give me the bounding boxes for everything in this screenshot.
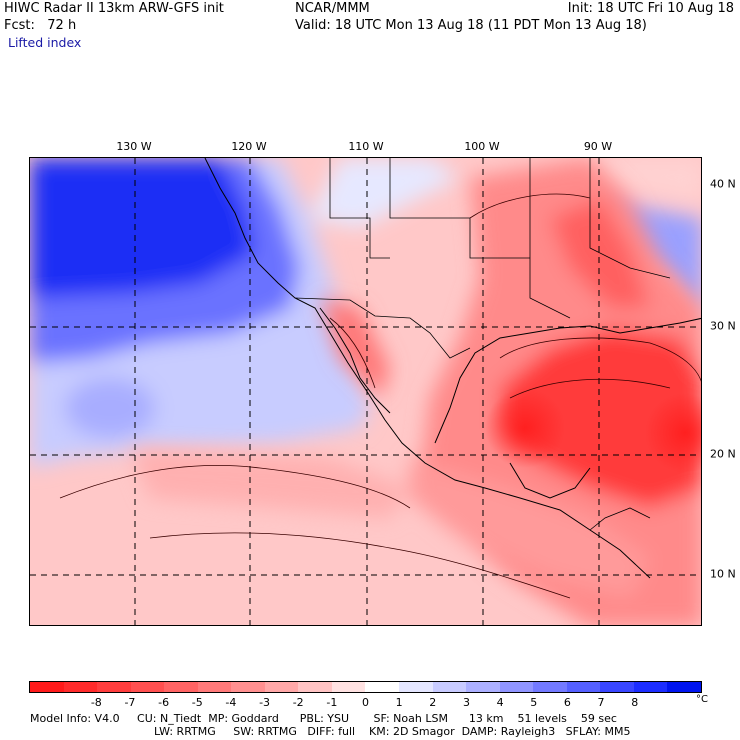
colorbar-tick-label: -4: [225, 696, 237, 709]
colorbar-tick-label: -2: [292, 696, 304, 709]
model-info-line-1: Model Info: V4.0 CU: N_Tiedt MP: Goddard…: [30, 712, 617, 725]
colorbar-cell: [633, 682, 668, 692]
latlon-grid: [30, 158, 701, 625]
colorbar-cell: [331, 682, 366, 692]
contour-lines: [59, 193, 701, 599]
model-info-line-2: LW: RRTMG SW: RRTMG DIFF: full KM: 2D Sm…: [154, 725, 631, 738]
colorbar-cell: [365, 682, 400, 692]
colorbar-cell: [231, 682, 265, 692]
colorbar-tick-label: 4: [496, 696, 504, 709]
colorbar-cell: [499, 682, 534, 692]
colorbar-cell: [164, 682, 198, 692]
colorbar-cell: [600, 682, 634, 692]
colorbar-tick-label: -1: [326, 696, 338, 709]
latitude-label-40n: 40 N: [710, 177, 736, 191]
colorbar-tick-label: 5: [530, 696, 538, 709]
colorbar-cell: [533, 682, 567, 692]
colorbar-tick-label: 8: [631, 696, 639, 709]
field-label: Lifted index: [8, 35, 82, 50]
latitude-label-30n: 30 N: [710, 319, 736, 333]
colorbar-tick-label: 7: [597, 696, 605, 709]
longitude-label-110w: 110 W: [348, 140, 384, 153]
colorbar-tick-label: -6: [158, 696, 170, 709]
colorbar-cell: [466, 682, 500, 692]
colorbar: [29, 681, 702, 693]
colorbar-cell: [667, 682, 701, 692]
colorbar-cell: [97, 682, 131, 692]
colorbar-tick-label: -3: [259, 696, 271, 709]
latitude-label-10n: 10 N: [710, 567, 736, 581]
colorbar-tick-label: 0: [362, 696, 369, 709]
colorbar-tick-label: -7: [124, 696, 136, 709]
colorbar-unit: °C: [696, 694, 708, 705]
valid-time: Valid: 18 UTC Mon 13 Aug 18 (11 PDT Mon …: [295, 18, 647, 33]
convective-maximum: [485, 388, 565, 468]
colorbar-tick-label: -8: [90, 696, 102, 709]
colorbar-cell: [63, 682, 98, 692]
colorbar-cell: [399, 682, 433, 692]
colorbar-cell: [130, 682, 165, 692]
init-time: Init: 18 UTC Fri 10 Aug 18: [567, 1, 734, 16]
colorbar-tick-label: -5: [191, 696, 203, 709]
longitude-label-130w: 130 W: [116, 140, 152, 153]
colorbar-tick-label: 2: [429, 696, 437, 709]
colorbar-tick-label: 3: [462, 696, 470, 709]
latitude-label-20n: 20 N: [710, 447, 736, 461]
lifted-index-map: [30, 158, 701, 625]
map-title: HIWC Radar II 13km ARW-GFS init: [4, 1, 224, 16]
longitude-label-100w: 100 W: [464, 140, 500, 153]
forecast-hour: Fcst: 72 h: [4, 18, 77, 33]
colorbar-cell: [566, 682, 601, 692]
colorbar-cell: [264, 682, 299, 692]
colorbar-cell: [432, 682, 467, 692]
colorbar-cell: [197, 682, 232, 692]
model-source: NCAR/MMM: [295, 1, 370, 16]
map-panel: [29, 157, 702, 626]
colorbar-cell: [30, 682, 64, 692]
political-borders: [294, 158, 671, 531]
colorbar-tick-label: 1: [395, 696, 403, 709]
coastlines: [204, 158, 701, 579]
colorbar-tick-label: 6: [563, 696, 571, 709]
colorbar-cell: [298, 682, 332, 692]
convective-maximum-east: [645, 393, 701, 473]
longitude-label-120w: 120 W: [231, 140, 267, 153]
longitude-label-90w: 90 W: [583, 140, 613, 153]
